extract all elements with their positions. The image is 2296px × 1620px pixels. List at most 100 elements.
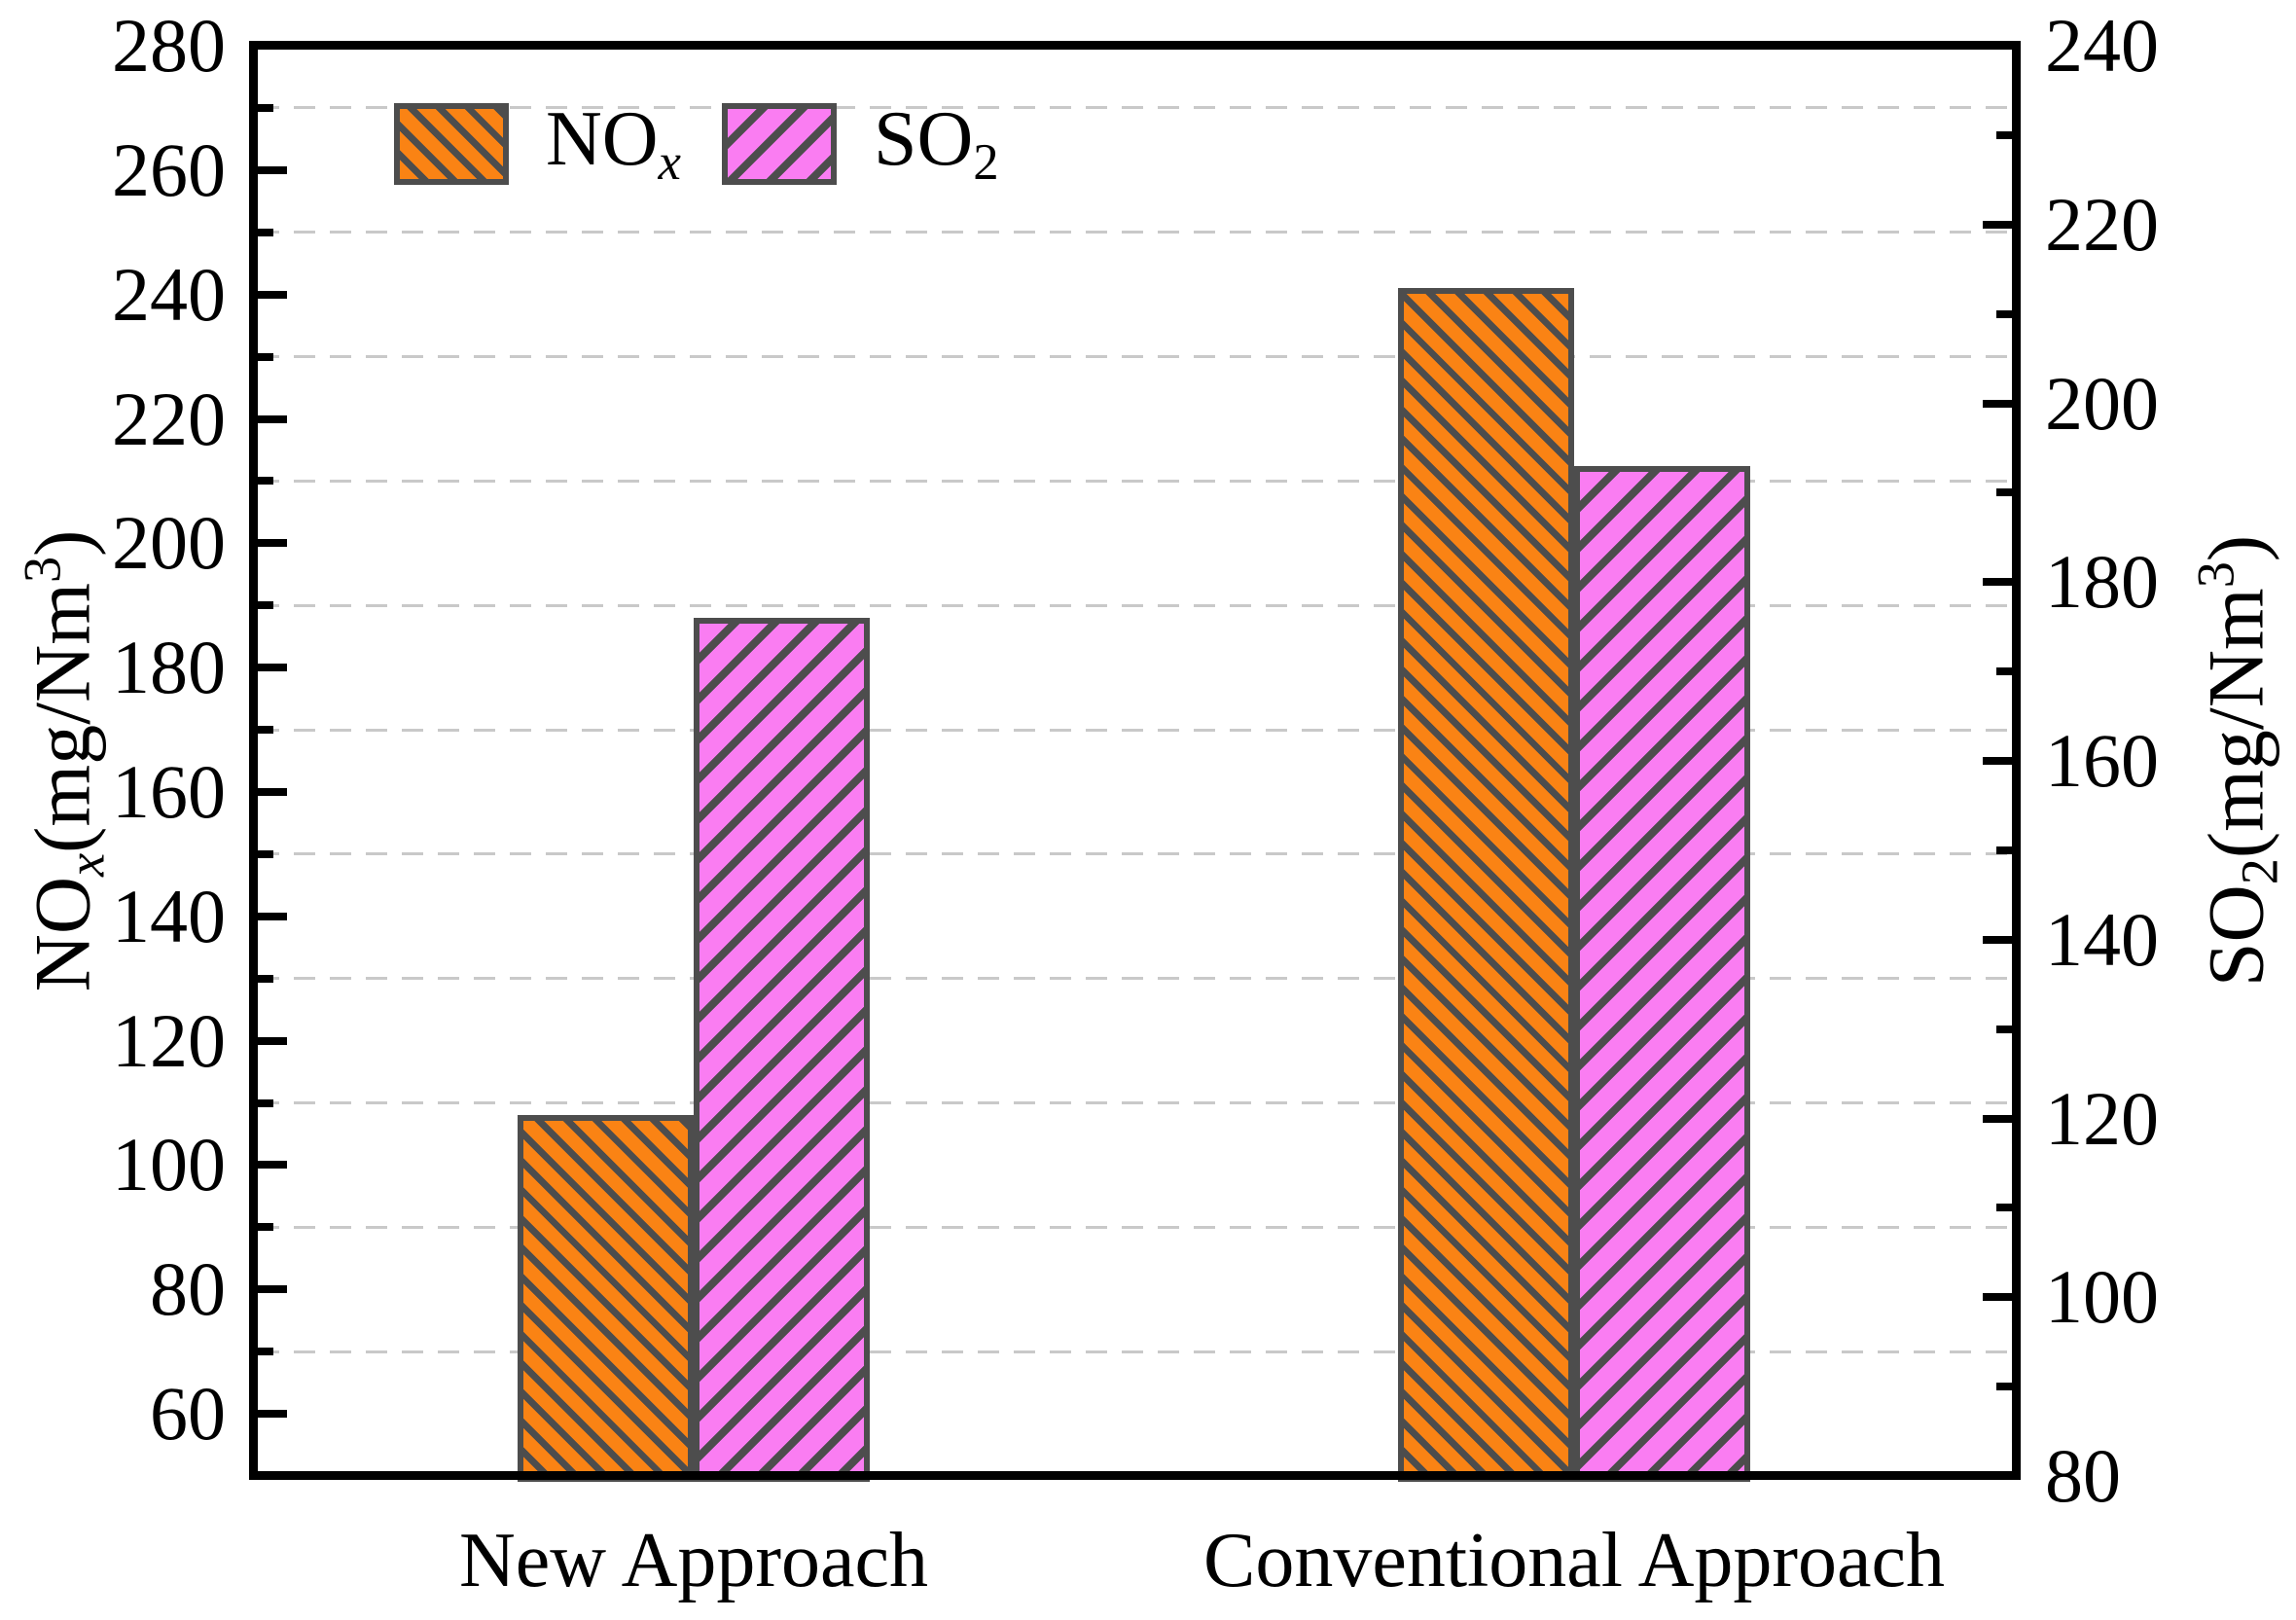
gridline [258, 231, 2012, 234]
y-left-major-tick [258, 664, 287, 672]
y-left-minor-tick [258, 477, 273, 486]
y-left-tick-label: 220 [112, 376, 226, 461]
y-right-minor-tick [1996, 488, 2012, 497]
gridline [258, 106, 2012, 110]
y-left-major-tick [258, 290, 287, 299]
gridline [258, 355, 2012, 359]
y-left-minor-tick [258, 601, 273, 610]
text-part: ) [2191, 534, 2280, 562]
text-part: x [56, 852, 116, 877]
text-part: 2 [2230, 858, 2289, 885]
y-right-tick-label: 200 [2045, 360, 2159, 446]
legend-swatch-nox [394, 103, 509, 185]
y-left-minor-tick [258, 352, 273, 361]
legend-swatch-so2 [721, 103, 837, 185]
y-right-tick-label: 100 [2045, 1254, 2159, 1340]
y-left-tick-label: 160 [112, 749, 226, 834]
y-left-major-tick [258, 414, 287, 423]
text-part: (mg/Nm [2191, 588, 2280, 859]
y-left-major-tick [258, 1285, 287, 1294]
y-right-minor-tick [1996, 1025, 2012, 1033]
y-left-minor-tick [258, 1098, 273, 1107]
y-left-minor-tick [258, 726, 273, 734]
y-left-major-tick [258, 788, 287, 796]
y-left-minor-tick [258, 228, 273, 236]
y-left-tick-label: 100 [112, 1122, 226, 1207]
y-left-minor-tick [258, 1348, 273, 1356]
y-axis-title-left: NOx(mg/Nm3) [13, 529, 116, 992]
y-left-major-tick [258, 1161, 287, 1170]
y-left-tick-label: 280 [112, 3, 226, 88]
gridline [258, 479, 2012, 483]
gridline [258, 728, 2012, 732]
y-right-minor-tick [1996, 846, 2012, 854]
y-left-tick-label: 80 [150, 1246, 226, 1332]
x-category-label: Conventional Approach [1202, 1518, 1946, 1603]
y-right-major-tick [1983, 220, 2012, 229]
legend-item-nox: NOx [394, 100, 681, 189]
y-right-minor-tick [1996, 130, 2012, 139]
y-left-minor-tick [258, 974, 273, 983]
gridline [258, 852, 2012, 856]
y-left-minor-tick [258, 103, 273, 112]
y-left-major-tick [258, 912, 287, 920]
gridline [258, 1101, 2012, 1104]
y-right-major-tick [1983, 935, 2012, 944]
legend: NOx SO2 [394, 100, 999, 189]
y-right-tick-label: 140 [2045, 896, 2159, 982]
bar-so2-0 [694, 618, 870, 1482]
plot-frame [249, 41, 2021, 1480]
text-part: (mg/Nm [18, 583, 107, 853]
gridline [258, 1225, 2012, 1229]
gridline [258, 603, 2012, 607]
gridline [258, 1350, 2012, 1353]
text-part: SO [2191, 884, 2280, 988]
text-part: SO [873, 95, 974, 182]
text-part: x [658, 133, 681, 191]
y-right-minor-tick [1996, 1204, 2012, 1212]
y-right-minor-tick [1996, 1383, 2012, 1391]
bar-nox-1 [1398, 288, 1574, 1482]
legend-label: SO2 [874, 100, 999, 189]
y-right-major-tick [1983, 1114, 2012, 1123]
y-right-minor-tick [1996, 309, 2012, 318]
bar-so2-1 [1574, 465, 1750, 1482]
text-part: 3 [13, 556, 72, 584]
y-left-tick-label: 140 [112, 873, 226, 958]
y-right-minor-tick [1996, 667, 2012, 676]
text-part: NO [546, 95, 659, 182]
text-part: ) [18, 529, 107, 557]
y-right-major-tick [1983, 399, 2012, 408]
x-category-label: New Approach [458, 1518, 929, 1603]
y-left-minor-tick [258, 849, 273, 858]
y-left-tick-label: 260 [112, 126, 226, 212]
y-axis-title-right: SO2(mg/Nm3) [2186, 534, 2289, 988]
y-right-tick-label: 180 [2045, 539, 2159, 625]
y-left-major-tick [258, 539, 287, 548]
y-left-major-tick [258, 165, 287, 174]
legend-label: NOx [546, 100, 681, 189]
text-part: NO [18, 876, 107, 992]
y-right-tick-label: 160 [2045, 718, 2159, 803]
y-left-major-tick [258, 1410, 287, 1419]
y-left-tick-label: 180 [112, 625, 226, 710]
y-right-major-tick [1983, 757, 2012, 765]
y-left-minor-tick [258, 1223, 273, 1232]
y-left-tick-label: 60 [150, 1371, 226, 1457]
gridline [258, 977, 2012, 981]
y-left-tick-label: 240 [112, 251, 226, 337]
y-left-major-tick [258, 1036, 287, 1045]
y-right-major-tick [1983, 1293, 2012, 1302]
legend-item-so2: SO2 [721, 100, 999, 189]
text-part: 3 [2186, 561, 2245, 589]
y-left-tick-label: 200 [112, 500, 226, 586]
bar-nox-0 [518, 1115, 694, 1482]
y-left-tick-label: 120 [112, 997, 226, 1083]
y-right-major-tick [1983, 578, 2012, 587]
text-part: 2 [973, 133, 999, 191]
y-right-tick-label: 120 [2045, 1075, 2159, 1161]
y-right-tick-label: 80 [2045, 1433, 2121, 1518]
y-right-tick-label: 240 [2045, 3, 2159, 88]
y-right-tick-label: 220 [2045, 181, 2159, 267]
